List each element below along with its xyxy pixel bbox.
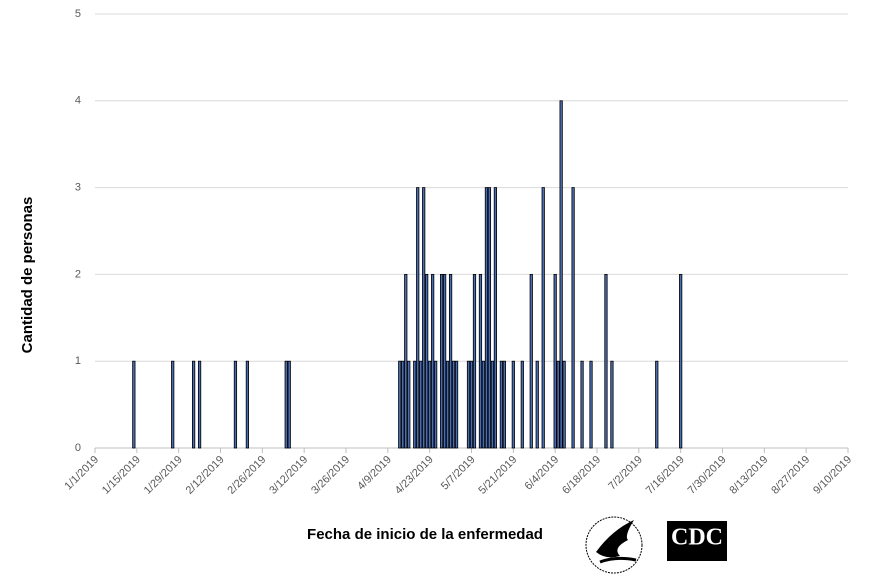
bar xyxy=(481,360,486,449)
x-tick-label: 8/13/2019 xyxy=(727,454,770,497)
bar xyxy=(443,273,447,449)
y-tick-label: 2 xyxy=(75,268,81,280)
y-tick-label: 1 xyxy=(75,355,81,367)
bar xyxy=(451,360,456,449)
bar xyxy=(428,360,432,449)
bar xyxy=(562,360,566,449)
bar xyxy=(487,187,492,449)
bar xyxy=(478,273,483,449)
bar xyxy=(553,273,557,449)
x-tick-label: 7/2/2019 xyxy=(606,454,645,493)
bar xyxy=(469,360,474,449)
bar xyxy=(520,360,524,449)
x-tick-label: 5/7/2019 xyxy=(439,454,478,493)
bar xyxy=(466,360,471,449)
x-tick-label: 7/16/2019 xyxy=(644,454,687,497)
bar xyxy=(422,187,426,449)
x-axis-title: Fecha de inicio de la enfermedad xyxy=(307,526,543,543)
bar xyxy=(454,360,459,449)
bar xyxy=(541,187,545,449)
bar xyxy=(404,273,408,449)
x-tick-label: 6/18/2019 xyxy=(560,454,603,497)
bar xyxy=(401,360,405,449)
x-tick-label: 7/30/2019 xyxy=(686,454,729,497)
bar xyxy=(440,273,444,449)
x-tick-label: 2/26/2019 xyxy=(225,454,268,497)
bar xyxy=(192,360,196,449)
bar xyxy=(425,273,429,449)
x-tick-label: 6/4/2019 xyxy=(523,454,562,493)
y-tick-label: 3 xyxy=(75,182,81,194)
bar xyxy=(245,360,249,449)
bar xyxy=(490,360,495,449)
bar xyxy=(472,273,477,449)
bar xyxy=(655,360,659,449)
bar xyxy=(419,360,423,449)
bar xyxy=(484,187,489,449)
cdc-logo-text: CDC xyxy=(671,525,723,551)
bar xyxy=(679,273,683,449)
bar xyxy=(535,360,539,449)
x-tick-label: 1/29/2019 xyxy=(142,454,185,497)
bar xyxy=(445,360,450,449)
bar xyxy=(434,360,438,449)
bar xyxy=(413,360,417,449)
bar xyxy=(398,360,402,449)
y-tick-label: 0 xyxy=(75,442,81,454)
x-tick-label: 8/27/2019 xyxy=(769,454,812,497)
bar xyxy=(580,360,584,449)
bar xyxy=(556,360,560,449)
bar xyxy=(407,360,411,449)
bar xyxy=(499,360,503,449)
bar xyxy=(604,273,608,449)
x-tick-label: 3/26/2019 xyxy=(309,454,352,497)
bar xyxy=(431,273,435,449)
hhs-logo xyxy=(585,516,643,574)
bar xyxy=(559,100,563,449)
bar xyxy=(610,360,614,449)
x-tick-label: 1/1/2019 xyxy=(62,454,101,493)
bar xyxy=(511,360,515,449)
bar xyxy=(197,360,202,449)
bar xyxy=(171,360,175,449)
bar xyxy=(493,187,498,449)
bar xyxy=(287,360,291,449)
y-tick-label: 5 xyxy=(75,8,81,20)
x-tick-label: 5/21/2019 xyxy=(476,454,519,497)
x-tick-label: 3/12/2019 xyxy=(267,454,310,497)
x-tick-label: 1/15/2019 xyxy=(100,454,143,497)
y-tick-label: 4 xyxy=(75,95,81,107)
bar xyxy=(132,360,136,449)
bar xyxy=(571,187,575,449)
cdc-logo: CDC xyxy=(667,521,727,561)
bar xyxy=(416,187,420,449)
bar xyxy=(589,360,593,449)
y-axis-title: Cantidad de personas xyxy=(19,197,36,354)
x-tick-label: 9/10/2019 xyxy=(811,454,854,497)
x-tick-label: 2/12/2019 xyxy=(184,454,227,497)
bar xyxy=(448,273,453,449)
bar xyxy=(529,273,533,449)
bar xyxy=(502,360,506,449)
bar xyxy=(284,360,288,449)
x-tick-label: 4/23/2019 xyxy=(393,454,436,497)
x-tick-label: 4/9/2019 xyxy=(355,454,394,493)
bar xyxy=(233,360,238,449)
